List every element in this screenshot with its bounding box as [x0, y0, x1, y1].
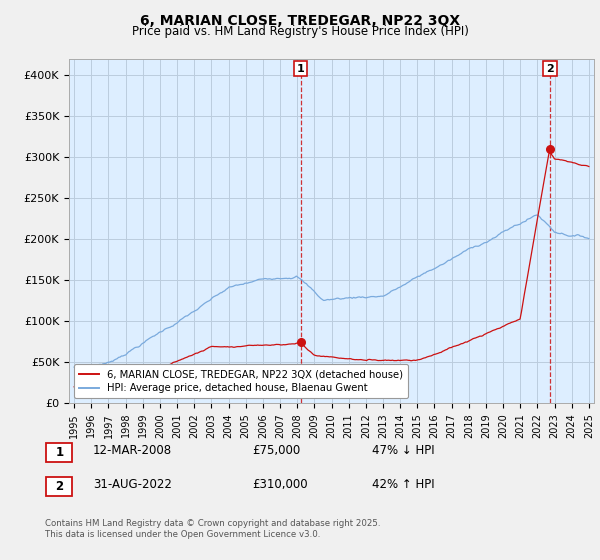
Text: £310,000: £310,000 [252, 478, 308, 491]
Text: 47% ↓ HPI: 47% ↓ HPI [372, 444, 434, 458]
Text: 1: 1 [297, 64, 305, 74]
Text: 1: 1 [55, 446, 64, 459]
Text: 2: 2 [55, 479, 64, 493]
FancyBboxPatch shape [46, 443, 73, 462]
Text: 12-MAR-2008: 12-MAR-2008 [93, 444, 172, 458]
FancyBboxPatch shape [46, 477, 73, 496]
Legend: 6, MARIAN CLOSE, TREDEGAR, NP22 3QX (detached house), HPI: Average price, detach: 6, MARIAN CLOSE, TREDEGAR, NP22 3QX (det… [74, 364, 408, 398]
Text: £75,000: £75,000 [252, 444, 300, 458]
Text: 31-AUG-2022: 31-AUG-2022 [93, 478, 172, 491]
Text: Price paid vs. HM Land Registry's House Price Index (HPI): Price paid vs. HM Land Registry's House … [131, 25, 469, 38]
Text: 2: 2 [546, 64, 554, 74]
Text: Contains HM Land Registry data © Crown copyright and database right 2025.
This d: Contains HM Land Registry data © Crown c… [45, 520, 380, 539]
Text: 6, MARIAN CLOSE, TREDEGAR, NP22 3QX: 6, MARIAN CLOSE, TREDEGAR, NP22 3QX [140, 14, 460, 28]
Text: 42% ↑ HPI: 42% ↑ HPI [372, 478, 434, 491]
